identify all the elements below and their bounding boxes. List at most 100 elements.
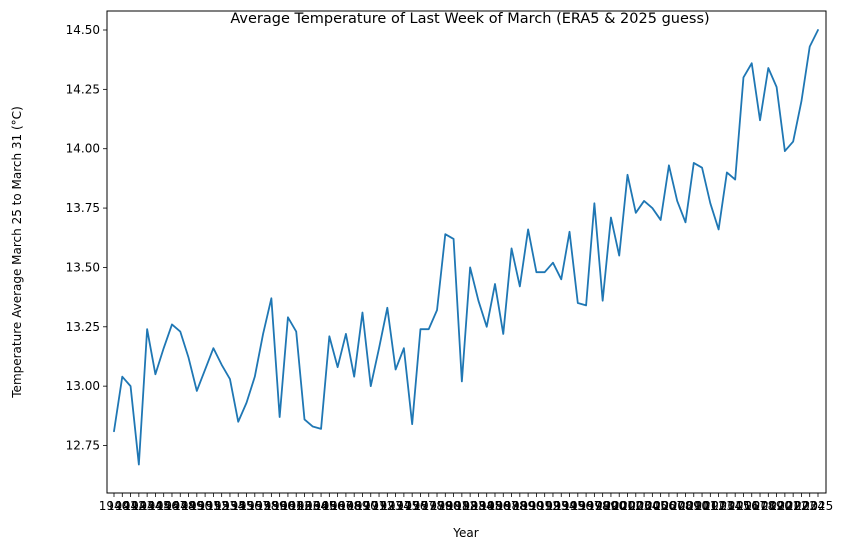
x-tick-label: 1951 — [190, 499, 221, 513]
x-tick-label: 2013 — [703, 499, 734, 513]
x-tick-label: 1979 — [422, 499, 453, 513]
x-tick-label: 1960 — [264, 499, 295, 513]
x-tick-label: 1996 — [563, 499, 594, 513]
x-axis: 1940194119421943194419451946194719481949… — [99, 493, 834, 513]
x-tick-label: 1992 — [529, 499, 560, 513]
x-tick-label: 1981 — [438, 499, 469, 513]
x-tick-label: 1944 — [132, 499, 163, 513]
x-tick-label: 2012 — [695, 499, 726, 513]
y-tick-label: 14.00 — [66, 142, 100, 156]
x-tick-label: 2001 — [604, 499, 635, 513]
x-tick-label: 1993 — [538, 499, 569, 513]
x-tick-label: 2023 — [786, 499, 817, 513]
x-tick-label: 1995 — [554, 499, 585, 513]
x-tick-label: 2004 — [629, 499, 660, 513]
x-tick-label: 2010 — [678, 499, 709, 513]
y-tick-label: 13.00 — [66, 379, 100, 393]
x-tick-label: 1972 — [364, 499, 395, 513]
x-tick-label: 1988 — [496, 499, 527, 513]
x-tick-label: 2002 — [612, 499, 643, 513]
x-tick-label: 1975 — [389, 499, 420, 513]
x-tick-label: 2011 — [687, 499, 718, 513]
x-tick-label: 1959 — [256, 499, 287, 513]
x-tick-label: 2014 — [712, 499, 743, 513]
x-tick-label: 2024 — [794, 499, 825, 513]
x-tick-label: 1998 — [579, 499, 610, 513]
chart-title: Average Temperature of Last Week of Marc… — [230, 11, 709, 27]
y-tick-label: 12.75 — [66, 439, 100, 453]
x-tick-label: 1940 — [99, 499, 130, 513]
x-tick-label: 2008 — [662, 499, 693, 513]
x-tick-label: 1952 — [198, 499, 229, 513]
x-tick-label: 1956 — [231, 499, 262, 513]
series-layer — [113, 29, 819, 466]
x-axis-label: Year — [452, 526, 478, 540]
x-tick-label: 2006 — [645, 499, 676, 513]
x-tick-label: 2007 — [654, 499, 685, 513]
x-tick-label: 1941 — [107, 499, 138, 513]
x-tick-label: 1989 — [505, 499, 536, 513]
x-tick-label: 1966 — [314, 499, 345, 513]
x-tick-label: 1945 — [140, 499, 171, 513]
x-tick-label: 1946 — [148, 499, 179, 513]
x-tick-label: 1970 — [347, 499, 378, 513]
x-tick-label: 1953 — [206, 499, 237, 513]
x-tick-label: 2017 — [736, 499, 767, 513]
x-tick-label: 1990 — [513, 499, 544, 513]
x-tick-label: 1973 — [372, 499, 403, 513]
x-tick-label: 1977 — [405, 499, 436, 513]
x-tick-label: 1957 — [240, 499, 271, 513]
x-tick-label: 2018 — [745, 499, 776, 513]
x-tick-label: 1978 — [413, 499, 444, 513]
x-tick-label: 2005 — [637, 499, 668, 513]
x-tick-label: 1980 — [430, 499, 461, 513]
x-tick-label: 1942 — [115, 499, 146, 513]
x-tick-label: 1976 — [397, 499, 428, 513]
x-tick-label: 1947 — [157, 499, 188, 513]
x-tick-label: 2025 — [803, 499, 834, 513]
x-tick-label: 1986 — [480, 499, 511, 513]
y-tick-label: 13.25 — [66, 320, 100, 334]
x-tick-label: 1991 — [521, 499, 552, 513]
x-tick-label: 1963 — [289, 499, 320, 513]
y-axis-label: Temperature Average March 25 to March 31… — [10, 106, 24, 398]
x-tick-label: 1954 — [215, 499, 246, 513]
x-tick-label: 1971 — [355, 499, 386, 513]
x-tick-label: 2016 — [728, 499, 759, 513]
x-tick-label: 1964 — [298, 499, 329, 513]
x-tick-label: 1943 — [124, 499, 155, 513]
x-tick-label: 2020 — [761, 499, 792, 513]
x-tick-label: 1985 — [471, 499, 502, 513]
x-tick-label: 1955 — [223, 499, 254, 513]
x-tick-label: 1999 — [587, 499, 618, 513]
x-tick-label: 2009 — [670, 499, 701, 513]
x-tick-label: 2022 — [778, 499, 809, 513]
x-tick-label: 2019 — [753, 499, 784, 513]
x-tick-label: 2015 — [720, 499, 751, 513]
x-tick-label: 1984 — [463, 499, 494, 513]
y-tick-label: 13.50 — [66, 260, 100, 274]
x-tick-label: 1997 — [571, 499, 602, 513]
x-tick-label: 1987 — [488, 499, 519, 513]
x-tick-label: 1968 — [331, 499, 362, 513]
plot-area — [106, 10, 827, 494]
x-tick-label: 1983 — [455, 499, 486, 513]
x-tick-label: 2000 — [596, 499, 627, 513]
x-tick-label: 1958 — [248, 499, 279, 513]
x-tick-label: 1950 — [182, 499, 213, 513]
y-tick-label: 14.25 — [66, 82, 100, 96]
x-tick-label: 1965 — [306, 499, 337, 513]
x-tick-label: 1962 — [281, 499, 312, 513]
x-tick-label: 1982 — [447, 499, 478, 513]
y-axis: 12.75 13.00 13.25 13.50 13.75 14.00 14.25 14.50 — [66, 23, 107, 453]
y-tick-label: 13.75 — [66, 201, 100, 215]
x-tick-label: 2021 — [770, 499, 801, 513]
x-tick-label: 1948 — [165, 499, 196, 513]
series-line — [113, 29, 819, 466]
x-tick-label: 1969 — [339, 499, 370, 513]
x-tick-label: 1967 — [322, 499, 353, 513]
x-tick-label: 1949 — [173, 499, 204, 513]
x-tick-label: 2003 — [621, 499, 652, 513]
